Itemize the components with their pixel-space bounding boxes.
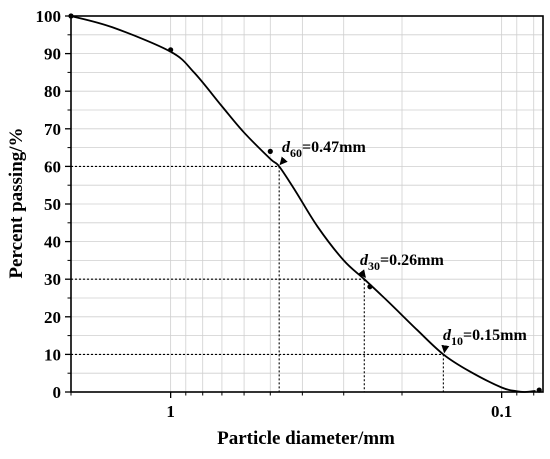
y-tick-label: 30 (44, 270, 61, 289)
d30-symbol: d (360, 252, 369, 269)
guide-lines-layer (71, 165, 444, 392)
data-point-marker (267, 148, 273, 154)
d30-subscript: 30 (368, 259, 380, 273)
curve-layer (70, 15, 536, 393)
d10-symbol: d (443, 327, 452, 344)
y-tick-label: 10 (44, 345, 61, 364)
y-tick-label: 0 (53, 383, 62, 402)
d60-symbol: d (282, 139, 291, 156)
d60-arrow (279, 156, 288, 166)
y-tick-label: 60 (44, 157, 61, 176)
d30-value: =0.26mm (380, 252, 444, 269)
x-tick-label: 0.1 (491, 402, 512, 421)
d60-subscript: 60 (290, 146, 302, 160)
d10-label: d10=0.15mm (443, 327, 527, 348)
y-tick-label: 40 (44, 233, 61, 252)
d10-subscript: 10 (451, 334, 463, 348)
axis-layer: 0 10 20 30 40 50 60 70 80 90 100 1 0.1 (36, 7, 544, 421)
y-tick-label: 70 (44, 120, 61, 139)
d30-label: d30=0.26mm (360, 252, 444, 273)
d30-arrow (357, 269, 366, 278)
grading-curve (70, 15, 536, 393)
d10-value: =0.15mm (463, 327, 527, 344)
y-tick-label: 100 (36, 7, 62, 26)
d60-value: =0.47mm (302, 139, 366, 156)
y-tick-label: 80 (44, 82, 61, 101)
d10-arrow (441, 344, 450, 354)
x-tick-label: 1 (166, 402, 175, 421)
y-tick-label: 20 (44, 308, 61, 327)
data-point-marker (367, 284, 373, 290)
d60-label: d60=0.47mm (282, 139, 366, 160)
x-axis-label: Particle diameter/mm (217, 428, 395, 449)
data-point-marker (168, 47, 174, 53)
y-axis-label: Percent passing/% (6, 127, 27, 278)
y-tick-label: 90 (44, 45, 61, 64)
y-tick-label: 50 (44, 195, 61, 214)
